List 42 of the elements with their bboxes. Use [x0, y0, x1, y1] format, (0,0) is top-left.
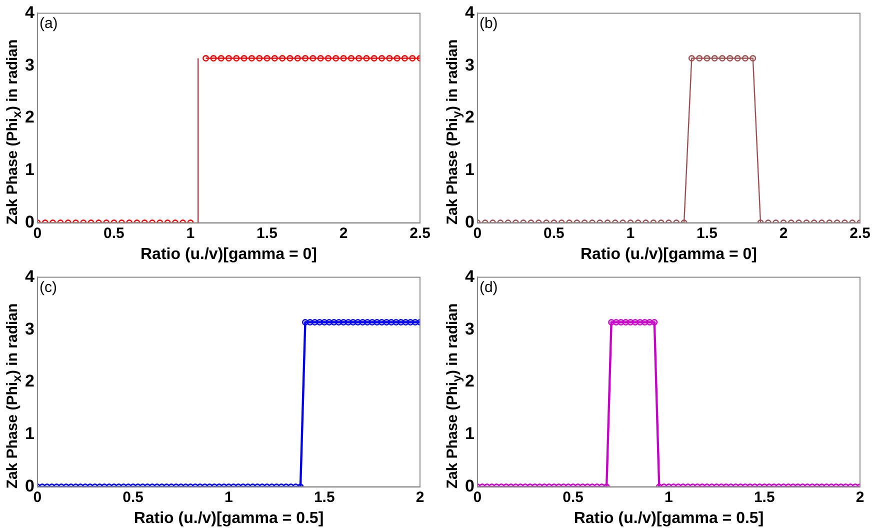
y-tick-label: 4 [464, 2, 475, 22]
x-tick-label: 0.5 [122, 488, 144, 506]
x-tick-label: 0.5 [544, 224, 564, 242]
x-tick-label: 1 [626, 224, 635, 242]
x-axis-title: Ratio (u./v)[gamma = 0.5] [574, 510, 764, 527]
x-tick-label: 2.5 [850, 224, 870, 242]
x-tick-label: 1.5 [256, 224, 278, 242]
y-tick-label: 1 [24, 160, 34, 180]
y-tick-label: 3 [24, 55, 34, 74]
y-tick-label: 2 [464, 372, 474, 391]
y-tick-label: 1 [464, 424, 474, 444]
annotation: (a) [39, 14, 58, 32]
y-tick-label: 4 [464, 266, 475, 286]
y-tick-label: 4 [24, 2, 35, 22]
y-tick-label: 2 [464, 108, 474, 127]
x-tick-label: 2 [339, 224, 348, 242]
y-tick-label: 2 [24, 372, 34, 391]
annotation: (c) [39, 278, 57, 296]
x-tick-label: 1 [664, 488, 673, 506]
annotation: (d) [479, 278, 498, 296]
x-tick-label: 2.5 [410, 224, 430, 242]
x-tick-label: 0.5 [562, 488, 584, 506]
x-tick-label: 1 [186, 224, 195, 242]
y-tick-label: 3 [24, 319, 34, 338]
y-tick-label: 1 [464, 160, 474, 180]
x-tick-label: 2 [416, 488, 424, 506]
x-tick-label: 1.5 [754, 488, 775, 506]
x-tick-label: 0.5 [104, 224, 124, 242]
x-tick-label: 1.5 [696, 224, 718, 242]
y-tick-label: 2 [24, 108, 34, 127]
annotation: (b) [479, 14, 498, 32]
x-tick-label: 1.5 [314, 488, 335, 506]
x-tick-label: 2 [779, 224, 788, 242]
x-tick-label: 1 [224, 488, 233, 506]
x-axis-title: Ratio (u./v)[gamma = 0.5] [134, 510, 324, 527]
x-axis-title: Ratio (u./v)[gamma = 0] [140, 246, 317, 263]
y-tick-label: 4 [24, 266, 35, 286]
y-tick-label: 1 [24, 424, 34, 444]
x-axis-title: Ratio (u./v)[gamma = 0] [580, 246, 757, 263]
y-tick-label: 3 [464, 55, 474, 74]
y-tick-label: 3 [464, 319, 474, 338]
x-tick-label: 2 [856, 488, 864, 506]
